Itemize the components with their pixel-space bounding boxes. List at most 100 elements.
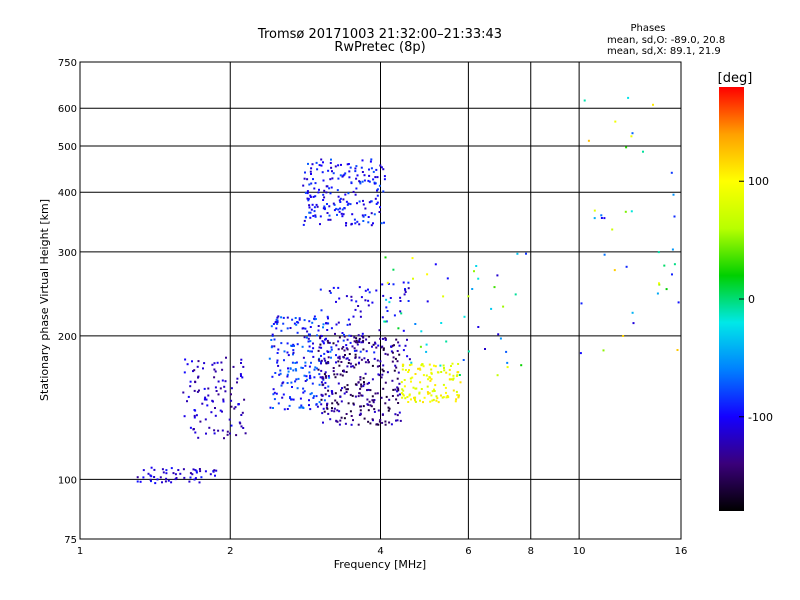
data-point: [379, 360, 382, 363]
data-point: [216, 361, 219, 364]
data-point: [426, 273, 429, 276]
data-point: [458, 394, 460, 397]
data-point: [199, 420, 202, 423]
data-point: [379, 337, 382, 340]
data-point: [404, 289, 407, 292]
data-point: [307, 340, 310, 343]
data-point: [186, 363, 189, 366]
data-point: [363, 357, 366, 360]
data-point: [221, 410, 223, 413]
data-point: [436, 397, 439, 400]
data-point: [347, 362, 350, 364]
data-point: [317, 358, 320, 361]
data-point: [188, 480, 191, 483]
colorbar-tick-label: 100: [748, 175, 769, 188]
data-point: [414, 399, 416, 402]
data-point: [398, 411, 401, 414]
data-point: [442, 396, 445, 399]
data-point: [177, 469, 180, 471]
data-point: [149, 474, 152, 477]
data-point: [450, 365, 452, 367]
data-point: [395, 366, 398, 369]
data-point: [362, 339, 365, 342]
data-point: [372, 170, 375, 173]
data-point: [295, 378, 298, 381]
data-point: [358, 414, 361, 416]
data-point: [328, 205, 331, 208]
data-point: [369, 160, 372, 163]
data-point: [322, 377, 325, 380]
data-point: [393, 314, 396, 317]
data-point: [348, 334, 351, 337]
data-point: [352, 402, 355, 405]
data-point: [322, 407, 325, 410]
data-point: [327, 218, 330, 221]
data-point: [280, 329, 283, 332]
data-point: [502, 305, 505, 308]
data-point: [183, 476, 186, 479]
data-point: [271, 375, 274, 378]
data-point: [310, 361, 312, 364]
data-point: [371, 395, 374, 398]
data-point: [161, 481, 163, 484]
data-point: [281, 382, 284, 385]
data-point: [337, 348, 340, 351]
data-point: [381, 283, 384, 286]
data-point: [297, 321, 300, 324]
data-point: [367, 304, 370, 307]
data-point: [420, 364, 423, 367]
data-point: [374, 342, 377, 345]
data-point: [302, 356, 305, 359]
x-axis-label: Frequency [MHz]: [334, 558, 426, 571]
data-point: [672, 193, 675, 196]
data-point: [456, 393, 459, 396]
data-point: [359, 376, 362, 379]
data-point: [306, 190, 309, 193]
data-point: [325, 322, 328, 325]
data-point: [308, 399, 310, 402]
data-point: [361, 214, 364, 217]
data-point: [433, 388, 435, 391]
data-point: [355, 177, 358, 180]
data-point: [490, 307, 493, 310]
data-point: [665, 288, 668, 291]
data-point: [193, 414, 196, 417]
data-point: [642, 150, 644, 153]
data-point: [331, 392, 334, 395]
data-point: [397, 402, 400, 404]
data-point: [338, 410, 341, 413]
data-point: [350, 181, 353, 184]
data-point: [409, 377, 412, 380]
data-point: [673, 215, 676, 218]
data-point: [203, 362, 206, 365]
data-point: [455, 374, 458, 377]
data-point: [346, 365, 349, 368]
data-point: [279, 369, 282, 372]
data-point: [335, 300, 337, 303]
data-point: [376, 176, 379, 179]
data-point: [226, 433, 229, 436]
data-point: [419, 345, 422, 348]
data-point: [334, 392, 337, 395]
data-point: [175, 477, 178, 479]
data-point: [394, 413, 397, 416]
data-point: [373, 357, 376, 360]
data-point: [603, 253, 606, 256]
data-point: [230, 405, 233, 408]
data-point: [217, 393, 220, 396]
data-point: [390, 423, 393, 426]
data-point: [330, 409, 333, 412]
data-point: [368, 201, 371, 204]
data-point: [338, 199, 341, 202]
data-point: [350, 295, 353, 298]
data-point: [431, 399, 434, 402]
data-point: [313, 317, 315, 320]
data-point: [296, 343, 299, 346]
data-point: [506, 361, 509, 364]
data-point: [372, 399, 375, 402]
data-point: [174, 473, 177, 476]
data-point: [193, 389, 196, 392]
data-point: [387, 282, 390, 285]
data-point: [499, 337, 502, 340]
data-point: [293, 344, 295, 347]
